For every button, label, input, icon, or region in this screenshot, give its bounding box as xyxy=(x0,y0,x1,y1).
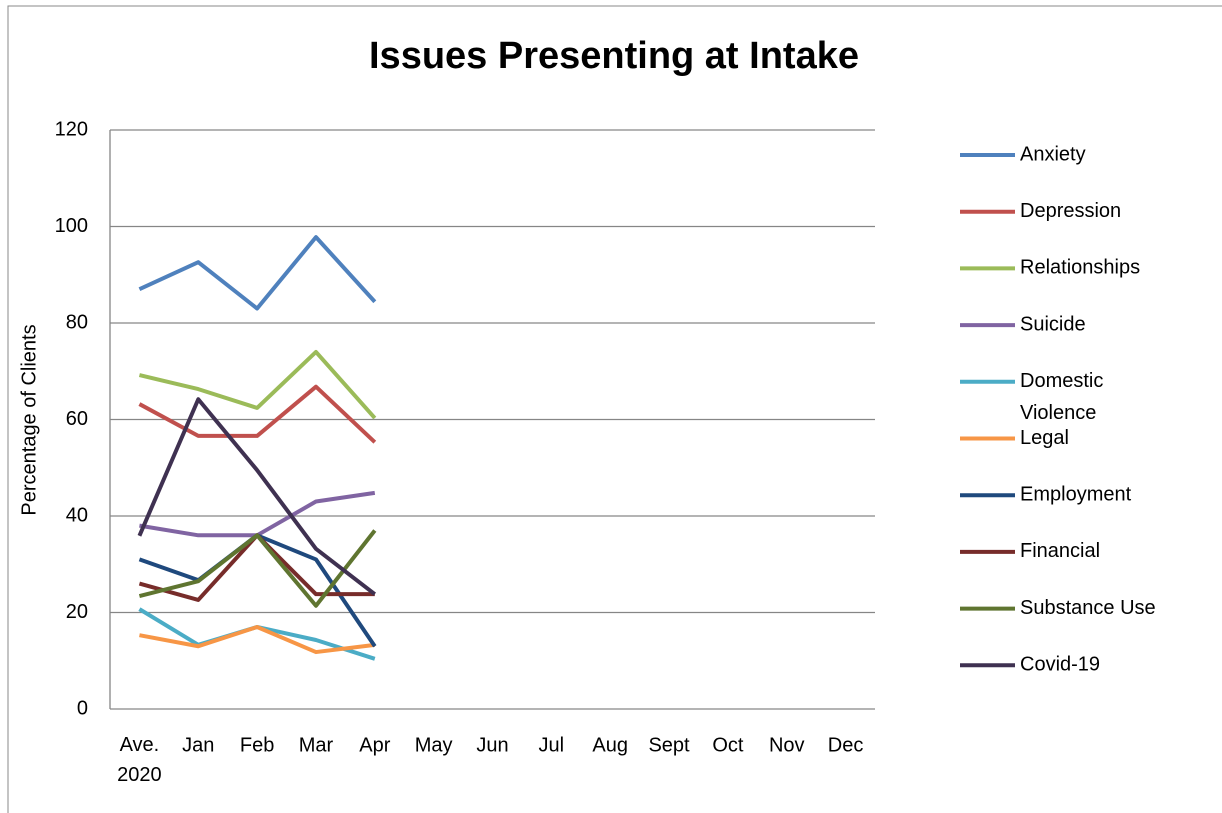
y-tick-label: 20 xyxy=(66,601,88,623)
x-tick-label: Dec xyxy=(828,734,864,756)
y-tick-label: 40 xyxy=(66,504,88,526)
legend-label: Covid-19 xyxy=(1020,654,1100,676)
chart-border xyxy=(7,5,1222,813)
x-tick-label: May xyxy=(415,734,453,756)
legend-label: Legal xyxy=(1020,427,1069,449)
x-tick-label: Jun xyxy=(476,734,508,756)
y-tick-label: 100 xyxy=(55,215,88,237)
legend-label: Domestic Violence xyxy=(1020,370,1103,424)
x-tick-label: Sept xyxy=(648,734,690,756)
series-line xyxy=(139,490,376,538)
legend-label: Financial xyxy=(1020,540,1100,562)
legend-label: Employment xyxy=(1020,483,1132,505)
x-tick-label: Jan xyxy=(182,734,214,756)
x-tick-label: Apr xyxy=(359,734,390,756)
y-tick-label: 0 xyxy=(77,697,88,719)
legend-label: Substance Use xyxy=(1020,597,1156,619)
x-tick-label: Nov xyxy=(769,734,805,756)
series-line xyxy=(137,397,377,596)
chart-title: Issues Presenting at Intake xyxy=(369,35,859,77)
series-line xyxy=(138,529,377,608)
x-tick-label: Aug xyxy=(592,734,628,756)
x-tick-label: Feb xyxy=(240,734,274,756)
y-tick-label: 60 xyxy=(66,408,88,430)
series-line xyxy=(138,607,376,661)
y-tick-label: 80 xyxy=(66,311,88,333)
series-line xyxy=(138,235,377,311)
x-tick-label: Ave. 2020 xyxy=(117,734,162,786)
legend-label: Relationships xyxy=(1020,257,1140,279)
x-tick-label: Mar xyxy=(299,734,334,756)
x-tick-label: Oct xyxy=(712,734,744,756)
legend-label: Anxiety xyxy=(1020,143,1086,165)
x-tick-label: Jul xyxy=(539,734,565,756)
y-tick-label: 120 xyxy=(55,118,88,140)
series-line xyxy=(139,624,376,655)
legend-label: Suicide xyxy=(1020,313,1086,335)
series-line xyxy=(138,349,377,420)
legend-label: Depression xyxy=(1020,200,1121,222)
y-axis-label: Percentage of Clients xyxy=(18,324,40,515)
series-line xyxy=(138,384,377,444)
